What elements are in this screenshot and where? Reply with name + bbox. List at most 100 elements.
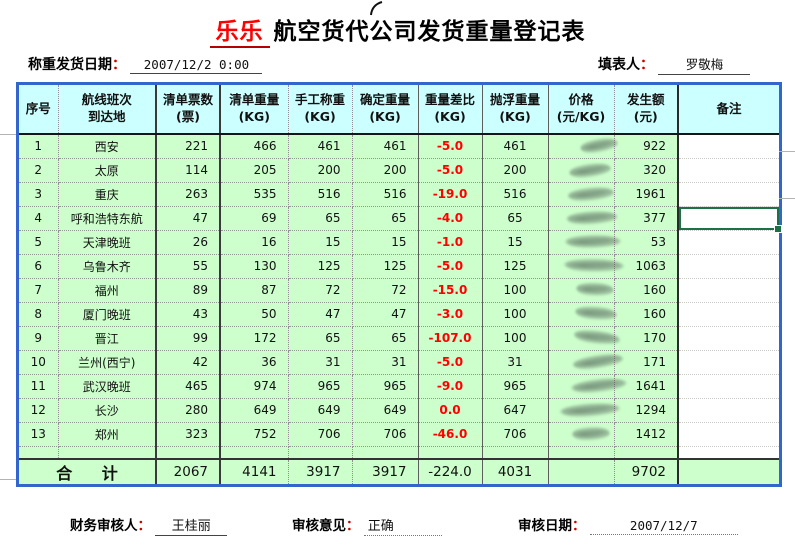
cell-empty[interactable]: [352, 446, 419, 460]
header-weight-diff[interactable]: 重量差比 (KG): [418, 85, 483, 135]
cell-confirmed-weight[interactable]: 965: [352, 374, 419, 399]
cell-amount[interactable]: 922: [614, 134, 679, 159]
cell-amount[interactable]: 160: [614, 302, 679, 327]
cell-tickets[interactable]: 280: [156, 398, 221, 423]
cell-amount[interactable]: 1294: [614, 398, 679, 423]
total-tickets[interactable]: 2067: [156, 459, 221, 484]
cell-remark[interactable]: [678, 182, 779, 207]
cell-seq[interactable]: 6: [19, 254, 59, 279]
cell-amount[interactable]: 53: [614, 230, 679, 255]
cell-weight-diff[interactable]: -3.0: [418, 302, 483, 327]
cell-weight-diff[interactable]: -4.0: [418, 206, 483, 231]
cell-weight-diff[interactable]: -5.0: [418, 134, 483, 159]
total-remark[interactable]: [678, 459, 779, 484]
cell-weight-diff[interactable]: -15.0: [418, 278, 483, 303]
cell-destination[interactable]: 乌鲁木齐: [58, 254, 157, 279]
cell-price[interactable]: [548, 326, 621, 351]
cell-remark[interactable]: [678, 422, 779, 447]
cell-price[interactable]: [548, 422, 615, 447]
cell-empty[interactable]: [548, 446, 615, 460]
cell-manual-weight[interactable]: 65: [288, 206, 353, 231]
cell-seq[interactable]: 12: [19, 398, 59, 423]
cell-weight-diff[interactable]: 0.0: [418, 398, 483, 423]
cell-amount[interactable]: 1641: [614, 374, 679, 399]
cell-destination[interactable]: 长沙: [58, 398, 157, 423]
header-seq[interactable]: 序号: [19, 85, 59, 135]
cell-float-weight[interactable]: 200: [482, 158, 549, 183]
cell-price[interactable]: [548, 134, 618, 159]
cell-list-weight[interactable]: 172: [220, 326, 289, 351]
header-destination[interactable]: 航线班次 到达地: [58, 85, 157, 135]
cell-manual-weight[interactable]: 125: [288, 254, 353, 279]
cell-manual-weight[interactable]: 706: [288, 422, 353, 447]
cell-destination[interactable]: 郑州: [58, 422, 157, 447]
cell-destination[interactable]: 西安: [58, 134, 157, 159]
cell-list-weight[interactable]: 130: [220, 254, 289, 279]
cell-price[interactable]: [548, 398, 619, 423]
cell-confirmed-weight[interactable]: 125: [352, 254, 419, 279]
cell-remark[interactable]: [678, 158, 779, 183]
cell-tickets[interactable]: 221: [156, 134, 221, 159]
cell-destination[interactable]: 福州: [58, 278, 157, 303]
total-label[interactable]: 合 计: [19, 459, 157, 484]
cell-empty[interactable]: [19, 446, 59, 460]
cell-tickets[interactable]: 263: [156, 182, 221, 207]
cell-tickets[interactable]: 114: [156, 158, 221, 183]
cell-list-weight[interactable]: 50: [220, 302, 289, 327]
cell-list-weight[interactable]: 535: [220, 182, 289, 207]
cell-float-weight[interactable]: 461: [482, 134, 549, 159]
cell-destination[interactable]: 重庆: [58, 182, 157, 207]
total-confirmed-weight[interactable]: 3917: [352, 459, 419, 484]
total-price[interactable]: [548, 459, 615, 484]
cell-seq[interactable]: 7: [19, 278, 59, 303]
cell-confirmed-weight[interactable]: 516: [352, 182, 419, 207]
cell-weight-diff[interactable]: -107.0: [418, 326, 483, 351]
cell-price[interactable]: [548, 302, 617, 327]
cell-price[interactable]: [548, 230, 620, 255]
cell-weight-diff[interactable]: -1.0: [418, 230, 483, 255]
cell-confirmed-weight[interactable]: 65: [352, 326, 419, 351]
cell-float-weight[interactable]: 100: [482, 302, 549, 327]
cell-weight-diff[interactable]: -46.0: [418, 422, 483, 447]
cell-seq[interactable]: 9: [19, 326, 59, 351]
cell-weight-diff[interactable]: -5.0: [418, 158, 483, 183]
cell-manual-weight[interactable]: 516: [288, 182, 353, 207]
cell-list-weight[interactable]: 87: [220, 278, 289, 303]
cell-float-weight[interactable]: 706: [482, 422, 549, 447]
cell-seq[interactable]: 1: [19, 134, 59, 159]
cell-seq[interactable]: 11: [19, 374, 59, 399]
cell-remark[interactable]: [678, 326, 779, 351]
cell-destination[interactable]: 天津晚班: [58, 230, 157, 255]
cell-float-weight[interactable]: 516: [482, 182, 549, 207]
header-confirmed-weight[interactable]: 确定重量 (KG): [352, 85, 419, 135]
cell-amount[interactable]: 1063: [614, 254, 679, 279]
cell-float-weight[interactable]: 100: [482, 278, 549, 303]
cell-tickets[interactable]: 99: [156, 326, 221, 351]
cell-price[interactable]: [548, 254, 623, 279]
cell-confirmed-weight[interactable]: 649: [352, 398, 419, 423]
cell-amount[interactable]: 377: [614, 206, 679, 231]
total-manual-weight[interactable]: 3917: [288, 459, 353, 484]
cell-confirmed-weight[interactable]: 65: [352, 206, 419, 231]
cell-float-weight[interactable]: 31: [482, 350, 549, 375]
cell-manual-weight[interactable]: 200: [288, 158, 353, 183]
total-list-weight[interactable]: 4141: [220, 459, 289, 484]
cell-tickets[interactable]: 26: [156, 230, 221, 255]
cell-amount[interactable]: 160: [614, 278, 679, 303]
cell-seq[interactable]: 8: [19, 302, 59, 327]
cell-remark[interactable]: [678, 278, 779, 303]
cell-destination[interactable]: 晋江: [58, 326, 157, 351]
cell-manual-weight[interactable]: 461: [288, 134, 353, 159]
cell-amount[interactable]: 170: [614, 326, 679, 351]
cell-float-weight[interactable]: 965: [482, 374, 549, 399]
cell-manual-weight[interactable]: 649: [288, 398, 353, 423]
cell-list-weight[interactable]: 752: [220, 422, 289, 447]
cell-amount[interactable]: 320: [614, 158, 679, 183]
header-amount[interactable]: 发生额 (元): [614, 85, 679, 135]
cell-price[interactable]: [548, 206, 617, 231]
cell-weight-diff[interactable]: -19.0: [418, 182, 483, 207]
cell-remark[interactable]: [678, 134, 779, 159]
cell-empty[interactable]: [678, 446, 779, 460]
cell-manual-weight[interactable]: 15: [288, 230, 353, 255]
filler-value[interactable]: 罗敬梅: [658, 54, 751, 75]
